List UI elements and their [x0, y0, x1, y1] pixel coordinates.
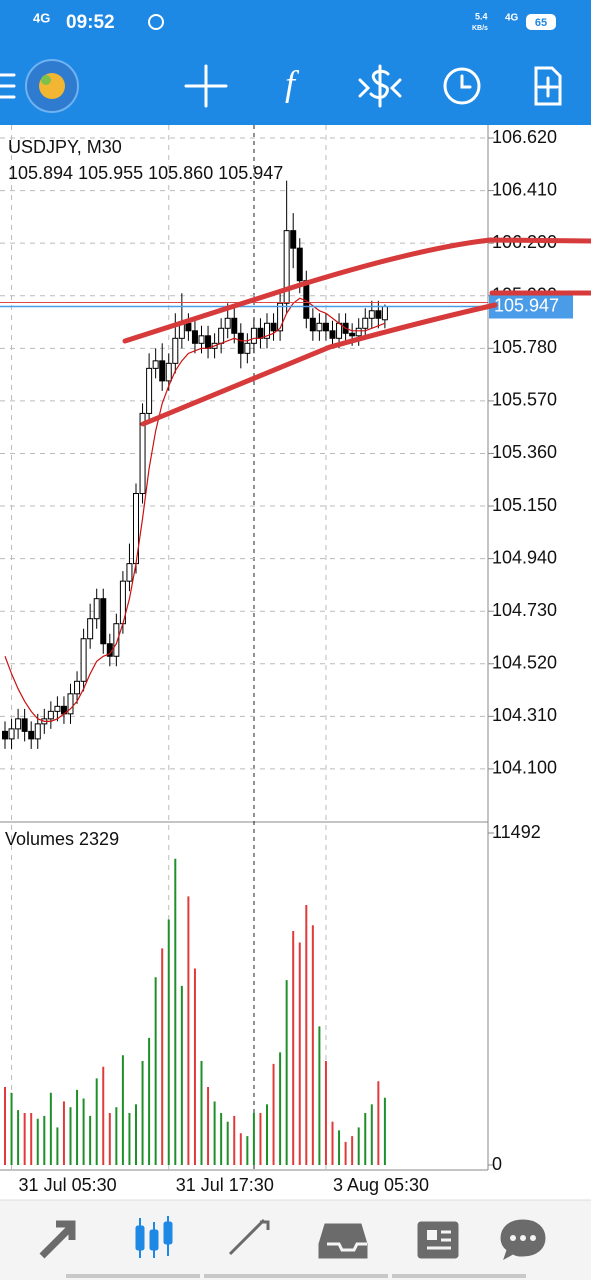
battery-level: 65	[535, 17, 547, 29]
x-tick-label: 31 Jul 05:30	[19, 1175, 117, 1195]
candle-body	[54, 705, 61, 712]
candle-body	[198, 335, 205, 344]
y-tick-label: 0	[492, 1154, 502, 1174]
candle-body	[336, 322, 343, 339]
nav-indicator	[66, 1274, 200, 1278]
candle-body	[8, 728, 15, 740]
y-tick-label: 105.360	[492, 442, 557, 462]
candle-body	[165, 362, 172, 382]
candle-body	[74, 680, 81, 695]
candle-body	[264, 322, 270, 339]
candle-body	[355, 327, 362, 337]
candle-body	[257, 327, 264, 339]
y-tick-label: 104.940	[492, 547, 557, 567]
chart-tab[interactable]	[135, 1216, 173, 1258]
candle-body	[224, 317, 231, 329]
bottom-nav	[0, 1200, 591, 1280]
candle-body	[283, 230, 290, 304]
battery	[526, 14, 556, 30]
candle-body	[67, 693, 74, 715]
candle-body	[231, 317, 238, 334]
y-tick-label: 104.520	[492, 653, 557, 673]
candle-body	[172, 337, 179, 364]
chat-tab[interactable]	[500, 1219, 546, 1261]
app-header	[0, 0, 591, 125]
candle-body	[244, 342, 251, 354]
candle-body	[218, 327, 225, 344]
candle-body	[100, 598, 107, 645]
candle-body	[316, 322, 323, 332]
ohlc-values: 105.894 105.955 105.860 105.947	[8, 163, 283, 183]
network-2: 4G	[505, 13, 519, 24]
nav-indicator	[392, 1274, 526, 1278]
x-tick-label: 3 Aug 05:30	[333, 1175, 429, 1195]
y-tick-label: 11492	[492, 822, 541, 842]
candle-body	[349, 332, 356, 337]
clock: 09:52	[66, 12, 115, 33]
candle-body	[250, 327, 257, 344]
candle-body	[15, 718, 22, 730]
y-tick-label: 104.730	[492, 600, 557, 620]
candle-body	[381, 306, 388, 321]
candle-body	[375, 310, 382, 319]
candle-body	[34, 723, 41, 740]
candle-body	[205, 335, 212, 349]
timeframe-button[interactable]	[443, 67, 481, 105]
alarm-icon	[148, 14, 164, 30]
trade-tab[interactable]	[228, 1218, 270, 1256]
candle-body	[159, 360, 166, 382]
history-tab[interactable]	[318, 1223, 368, 1259]
candle-body	[152, 360, 159, 369]
candle-body	[329, 330, 336, 339]
candle-body	[191, 330, 198, 344]
trend-lines	[122, 237, 591, 427]
y-tick-label: 104.100	[492, 758, 557, 778]
candle-body	[296, 247, 303, 282]
candle-body	[270, 322, 277, 332]
current-price-label: 105.947	[494, 295, 559, 315]
candle-body	[87, 618, 94, 640]
candle-body	[146, 367, 153, 414]
candle-body	[47, 710, 54, 720]
new-order-button[interactable]	[534, 66, 562, 106]
news-tab[interactable]	[417, 1221, 459, 1259]
candle-body	[2, 730, 8, 740]
candle-body	[277, 302, 284, 332]
app-logo[interactable]	[25, 59, 79, 113]
crosshair-button[interactable]	[184, 64, 228, 108]
candle-body	[113, 623, 120, 657]
y-tick-label: 105.150	[492, 495, 557, 515]
candle-body	[237, 332, 244, 354]
net-speed-unit: KB/s	[472, 25, 488, 32]
menu-button[interactable]	[0, 73, 16, 99]
y-tick-label: 106.620	[492, 127, 557, 147]
candle-body	[28, 730, 35, 740]
chart-title: USDJPY, M30	[8, 137, 122, 157]
y-tick-label: 104.310	[492, 705, 557, 725]
y-tick-label: 106.410	[492, 179, 557, 199]
y-tick-label: 105.570	[492, 390, 557, 410]
candle-body	[309, 317, 316, 332]
y-tick-label: 105.780	[492, 337, 557, 357]
candle-body	[139, 412, 146, 495]
trade-button[interactable]	[358, 64, 402, 108]
nav-indicator	[204, 1274, 388, 1278]
candle-body	[126, 563, 133, 582]
candle-body	[185, 322, 192, 332]
net-speed: 5.4	[475, 11, 488, 21]
x-tick-label: 31 Jul 17:30	[176, 1175, 274, 1195]
current-price-box	[489, 294, 573, 319]
candle-body	[290, 230, 297, 249]
candle-body	[21, 718, 28, 732]
candle-body	[362, 317, 369, 329]
quotes-tab[interactable]	[39, 1220, 76, 1259]
candle-body	[93, 598, 100, 620]
candle-body	[322, 322, 329, 332]
moving-average	[4, 297, 386, 722]
candle-body	[80, 638, 87, 682]
network: 4G	[33, 10, 50, 25]
candle-body	[368, 310, 375, 319]
volume-title: Volumes 2329	[5, 829, 119, 849]
